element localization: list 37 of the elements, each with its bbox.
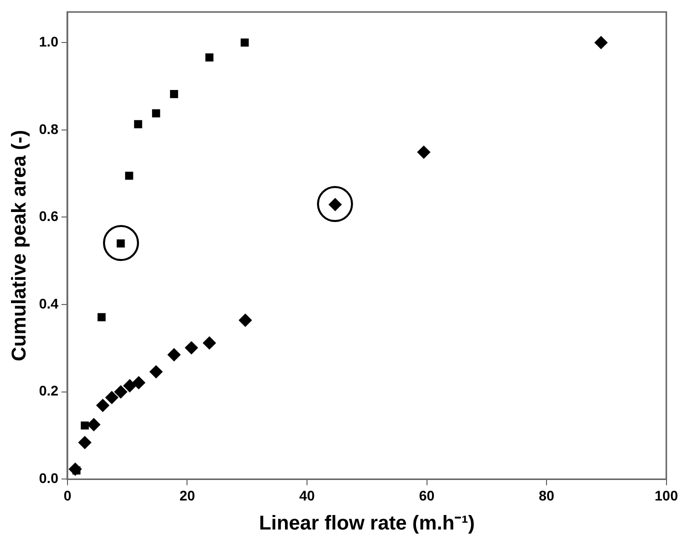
point: [80, 421, 89, 430]
point: [150, 365, 163, 378]
y-tick-label: 0.6: [38, 208, 59, 224]
point: [184, 341, 198, 354]
point: [152, 109, 160, 118]
point: [240, 38, 249, 47]
point: [238, 314, 252, 327]
y-tick-label: 0.0: [38, 470, 59, 486]
point: [98, 313, 106, 322]
point: [205, 53, 214, 62]
point: [114, 385, 128, 398]
x-tick-label: 100: [654, 487, 678, 504]
point: [125, 172, 134, 180]
x-tick-label: 0: [64, 487, 72, 504]
point: [594, 36, 608, 50]
point: [123, 379, 136, 392]
point: [105, 391, 118, 404]
x-tick-label: 20: [179, 487, 196, 504]
point: [417, 146, 430, 159]
y-axis-title: Cumulative peak area (-): [8, 130, 31, 362]
point: [134, 120, 142, 128]
point: [132, 376, 146, 390]
y-tick-label: 0.8: [38, 120, 59, 137]
x-tick-label: 60: [418, 487, 435, 504]
point: [96, 398, 110, 412]
y-tick-label: 0.4: [38, 295, 59, 312]
y-tick-label: 1.0: [38, 33, 59, 50]
x-axis-title: Linear flow rate (m.h⁻¹): [258, 512, 475, 535]
y-tick-label: 0.2: [38, 382, 59, 399]
point: [87, 418, 100, 432]
point: [170, 90, 178, 98]
x-tick-label: 80: [538, 487, 555, 504]
point: [168, 348, 181, 362]
point: [78, 436, 92, 450]
x-tick-label: 40: [299, 487, 316, 504]
point: [68, 462, 82, 476]
point: [202, 336, 216, 350]
